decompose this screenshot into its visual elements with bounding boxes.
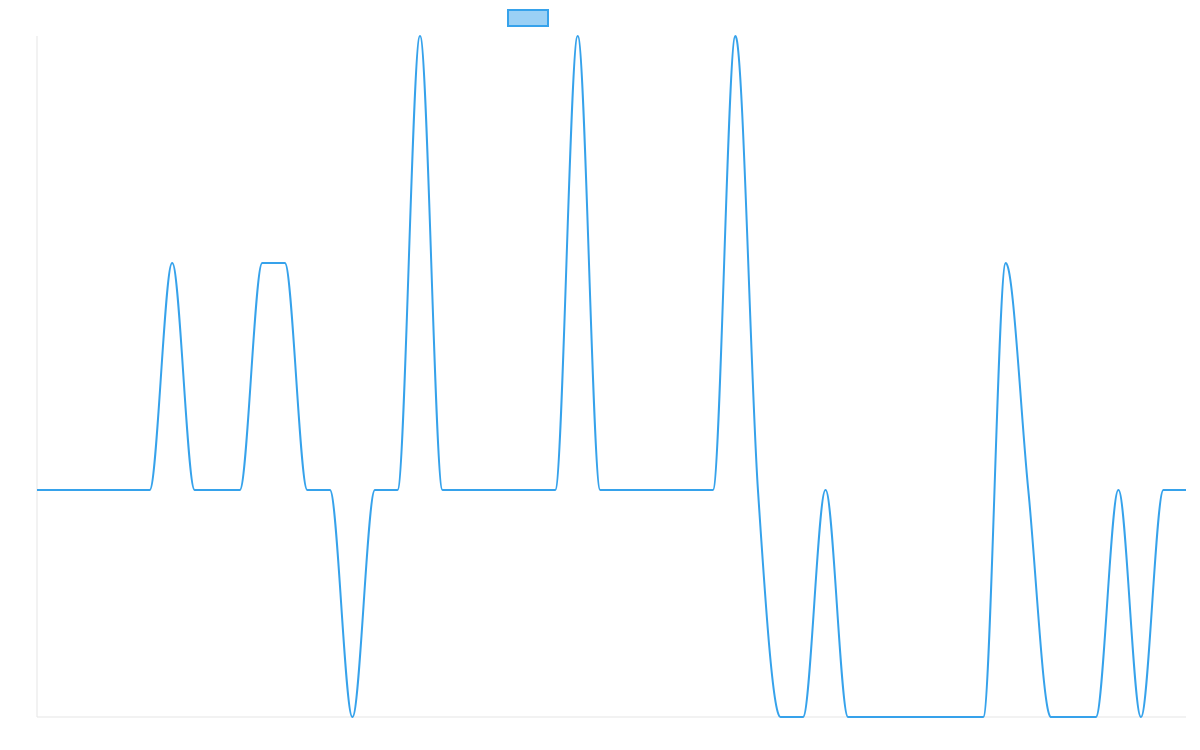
data-point[interactable]: [800, 714, 806, 720]
data-point[interactable]: [372, 487, 378, 493]
data-point[interactable]: [394, 487, 400, 493]
data-point[interactable]: [1025, 487, 1031, 493]
data-point[interactable]: [327, 487, 333, 493]
data-point[interactable]: [642, 487, 648, 493]
legend-swatch[interactable]: [507, 9, 549, 27]
data-point[interactable]: [34, 487, 40, 493]
data-point[interactable]: [192, 487, 198, 493]
data-point[interactable]: [980, 714, 986, 720]
data-point[interactable]: [79, 487, 85, 493]
data-point[interactable]: [620, 487, 626, 493]
data-point[interactable]: [259, 260, 265, 266]
data-point[interactable]: [958, 714, 964, 720]
data-point[interactable]: [913, 714, 919, 720]
data-point[interactable]: [1003, 260, 1009, 266]
data-point[interactable]: [597, 487, 603, 493]
data-point[interactable]: [687, 487, 693, 493]
data-point[interactable]: [214, 487, 220, 493]
axes: [36, 36, 1186, 718]
data-point[interactable]: [282, 260, 288, 266]
series-layer: [34, 33, 1189, 720]
data-point[interactable]: [552, 487, 558, 493]
data-point[interactable]: [417, 33, 423, 39]
data-point[interactable]: [1183, 487, 1189, 493]
data-point[interactable]: [462, 487, 468, 493]
data-point[interactable]: [485, 487, 491, 493]
series-line: [37, 35, 1186, 719]
data-point[interactable]: [530, 487, 536, 493]
data-point[interactable]: [868, 714, 874, 720]
data-point[interactable]: [777, 714, 783, 720]
data-point[interactable]: [1093, 714, 1099, 720]
data-point[interactable]: [1160, 487, 1166, 493]
data-point[interactable]: [237, 487, 243, 493]
data-point[interactable]: [124, 487, 130, 493]
legend[interactable]: [507, 9, 549, 27]
data-point[interactable]: [507, 487, 513, 493]
data-point[interactable]: [1070, 714, 1076, 720]
data-point[interactable]: [665, 487, 671, 493]
data-point[interactable]: [575, 33, 581, 39]
data-point[interactable]: [102, 487, 108, 493]
data-point[interactable]: [304, 487, 310, 493]
data-point[interactable]: [147, 487, 153, 493]
data-point[interactable]: [755, 487, 761, 493]
data-point[interactable]: [57, 487, 63, 493]
data-point[interactable]: [845, 714, 851, 720]
data-point[interactable]: [823, 487, 829, 493]
data-point[interactable]: [440, 487, 446, 493]
data-point[interactable]: [732, 33, 738, 39]
data-point[interactable]: [710, 487, 716, 493]
data-point[interactable]: [1048, 714, 1054, 720]
data-point[interactable]: [935, 714, 941, 720]
data-point[interactable]: [1138, 714, 1144, 720]
data-point[interactable]: [1115, 487, 1121, 493]
data-point[interactable]: [890, 714, 896, 720]
data-point[interactable]: [169, 260, 175, 266]
data-point[interactable]: [349, 714, 355, 720]
